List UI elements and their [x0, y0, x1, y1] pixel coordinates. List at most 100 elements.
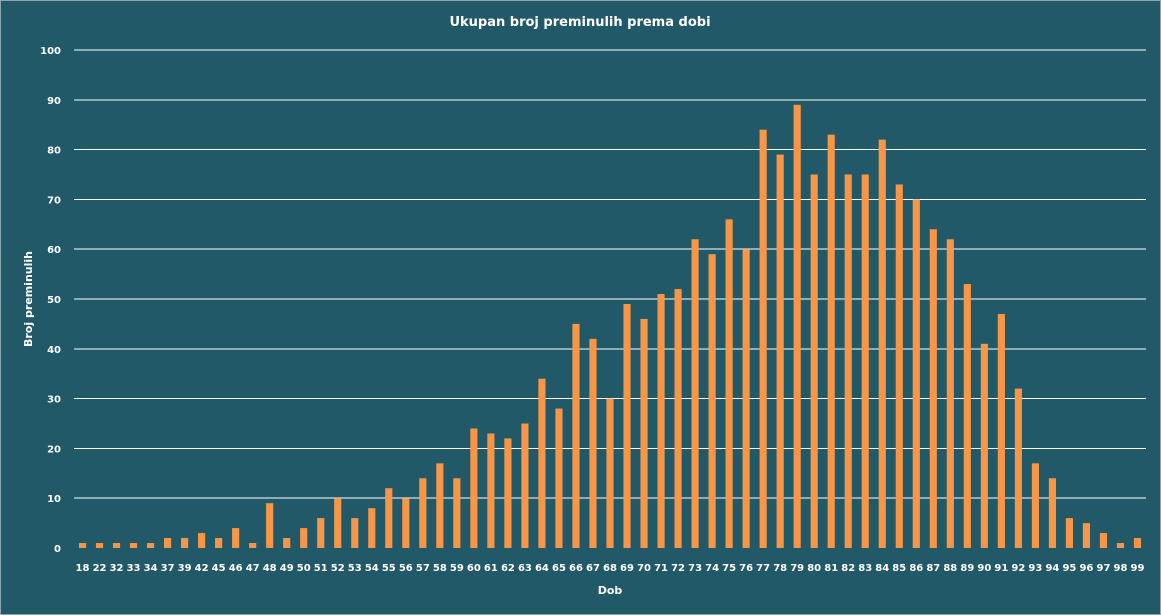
bar	[1031, 463, 1039, 548]
x-tick-label: 60	[467, 563, 481, 574]
bar	[708, 254, 716, 548]
x-tick-label: 79	[790, 563, 804, 574]
x-tick-label: 61	[484, 563, 498, 574]
bar	[980, 343, 988, 548]
bar	[129, 543, 138, 548]
bar	[1116, 543, 1125, 548]
bar	[674, 289, 682, 548]
x-tick-label: 52	[331, 563, 345, 574]
x-tick-label: 82	[841, 563, 855, 574]
x-tick-label: 42	[195, 563, 209, 574]
bar	[453, 478, 461, 548]
y-tick-label: 100	[40, 46, 61, 57]
x-tick-label: 95	[1062, 563, 1076, 574]
bar	[232, 528, 240, 548]
x-tick-label: 54	[365, 563, 379, 574]
y-tick-label: 70	[47, 195, 61, 206]
x-axis-title: Dob	[598, 584, 623, 597]
x-tick-label: 97	[1096, 563, 1110, 574]
y-tick-label: 40	[47, 345, 61, 356]
bar	[317, 518, 325, 548]
x-tick-label: 68	[603, 563, 617, 574]
x-tick-label: 85	[892, 563, 906, 574]
x-tick-label: 88	[943, 563, 957, 574]
bar	[181, 538, 189, 548]
y-tick-labels: 0 10 20 30 40 50 60 70 80 90 100	[40, 46, 61, 555]
bar	[402, 498, 410, 548]
x-tick-label: 46	[229, 563, 243, 574]
x-tick-label: 83	[858, 563, 872, 574]
x-tick-label: 78	[773, 563, 787, 574]
x-tick-label: 22	[93, 563, 107, 574]
x-tick-label: 57	[416, 563, 430, 574]
y-tick-label: 50	[47, 295, 61, 306]
bar	[555, 408, 563, 548]
x-tick-label: 73	[688, 563, 702, 574]
y-tick-label: 80	[47, 146, 61, 157]
x-tick-label: 86	[909, 563, 923, 574]
bar	[538, 378, 546, 548]
bar	[1082, 523, 1091, 548]
bar	[691, 239, 699, 549]
x-tick-label: 91	[994, 563, 1008, 574]
bar	[963, 284, 971, 548]
bar	[351, 518, 359, 548]
bar	[912, 199, 920, 548]
x-tick-label: 33	[127, 563, 141, 574]
bar	[436, 463, 444, 548]
x-tick-label: 63	[518, 563, 532, 574]
x-tick-label: 18	[76, 563, 90, 574]
bar	[1014, 388, 1022, 548]
bar	[146, 543, 155, 548]
x-tick-label: 53	[348, 563, 362, 574]
bar	[997, 313, 1005, 548]
x-tick-label: 55	[382, 563, 396, 574]
bar	[793, 104, 801, 548]
y-tick-label: 20	[47, 444, 61, 455]
x-tick-label: 80	[807, 563, 821, 574]
x-tick-label: 94	[1045, 563, 1059, 574]
y-tick-label: 0	[54, 544, 61, 555]
bars	[78, 104, 1142, 549]
bar	[504, 438, 512, 548]
x-tick-label: 87	[926, 563, 940, 574]
bar	[385, 488, 393, 548]
y-tick-label: 10	[47, 494, 61, 505]
x-tick-labels: 18 22 32 33 34 37 39 42 45 46 47 48 49 50 51 52 53 54 55 56…	[76, 563, 1145, 574]
bar	[589, 338, 597, 548]
x-tick-label: 98	[1114, 563, 1128, 574]
bar	[946, 239, 954, 549]
x-tick-label: 47	[246, 563, 260, 574]
bar	[470, 428, 478, 548]
bar	[1048, 478, 1056, 548]
bar	[929, 229, 937, 548]
bar	[776, 154, 784, 548]
x-tick-label: 70	[637, 563, 651, 574]
x-tick-label: 39	[178, 563, 192, 574]
bar	[640, 318, 648, 548]
bar	[1133, 538, 1142, 548]
bar	[521, 423, 529, 548]
bar	[623, 303, 631, 548]
bar	[861, 174, 869, 548]
bar	[249, 543, 257, 548]
x-tick-label: 72	[671, 563, 685, 574]
bar	[266, 503, 274, 548]
x-tick-label: 76	[739, 563, 753, 574]
x-tick-label: 48	[263, 563, 277, 574]
x-tick-label: 84	[875, 563, 889, 574]
x-tick-label: 32	[110, 563, 124, 574]
bar	[572, 323, 580, 548]
x-tick-label: 34	[144, 563, 158, 574]
x-tick-label: 77	[756, 563, 770, 574]
x-tick-label: 37	[161, 563, 175, 574]
x-tick-label: 50	[297, 563, 311, 574]
x-tick-label: 90	[977, 563, 991, 574]
x-tick-label: 45	[212, 563, 226, 574]
x-tick-label: 59	[450, 563, 464, 574]
bar	[300, 528, 308, 548]
bar	[1065, 518, 1074, 548]
x-tick-label: 62	[501, 563, 515, 574]
bar	[827, 134, 835, 548]
